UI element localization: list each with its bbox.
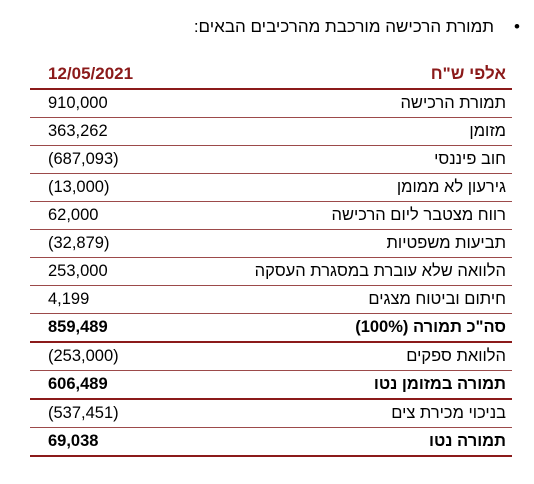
intro-text: תמורת הרכישה מורכבת מהרכיבים הבאים: <box>193 17 494 36</box>
table-row: תביעות משפטיות (32,879) <box>30 229 512 258</box>
table-body: תמורת הרכישה 910,000 מזומן 363,262 חוב פ… <box>30 89 512 457</box>
table-header-row: אלפי ש"ח 12/05/2021 <box>30 58 512 90</box>
row-label: סה"כ תמורה (100%) <box>182 313 512 343</box>
table-row: הלוואת ספקים (253,000) <box>30 342 512 371</box>
row-label: תביעות משפטיות <box>182 229 512 258</box>
table-row: רווח מצטבר ליום הרכישה 62,000 <box>30 201 512 230</box>
table-row: סה"כ תמורה (100%) 859,489 <box>30 313 512 343</box>
table-row: חוב פיננסי (687,093) <box>30 145 512 174</box>
row-value: 606,489 <box>30 370 182 400</box>
row-value: (537,451) <box>30 399 182 428</box>
row-value: (253,000) <box>30 342 182 371</box>
row-value: 910,000 <box>30 89 182 118</box>
row-label: חיתום וביטוח מצגים <box>182 285 512 314</box>
row-value: 363,262 <box>30 117 182 146</box>
row-label: תמורת הרכישה <box>182 89 512 118</box>
row-label: בניכוי מכירת צים <box>182 399 512 428</box>
row-label: חוב פיננסי <box>182 145 512 174</box>
row-value: 253,000 <box>30 257 182 286</box>
row-label: הלוואה שלא עוברת במסגרת העסקה <box>182 257 512 286</box>
row-value: 62,000 <box>30 201 182 230</box>
table-row: גירעון לא ממומן (13,000) <box>30 173 512 202</box>
table-row: בניכוי מכירת צים (537,451) <box>30 399 512 428</box>
row-label: תמורה נטו <box>182 427 512 457</box>
header-date: 12/05/2021 <box>30 58 182 90</box>
row-value: 4,199 <box>30 285 182 314</box>
consideration-table: אלפי ש"ח 12/05/2021 תמורת הרכישה 910,000… <box>30 58 512 457</box>
row-value: 69,038 <box>30 427 182 457</box>
intro-line: • תמורת הרכישה מורכבת מהרכיבים הבאים: <box>100 16 520 38</box>
row-label: גירעון לא ממומן <box>182 173 512 202</box>
row-label: הלוואת ספקים <box>182 342 512 371</box>
table-row: הלוואה שלא עוברת במסגרת העסקה 253,000 <box>30 257 512 286</box>
table-row: תמורת הרכישה 910,000 <box>30 89 512 118</box>
header-currency-label: אלפי ש"ח <box>182 58 512 90</box>
row-label: רווח מצטבר ליום הרכישה <box>182 201 512 230</box>
bullet-icon: • <box>514 17 520 36</box>
row-value: (687,093) <box>30 145 182 174</box>
row-value: (13,000) <box>30 173 182 202</box>
table-row: מזומן 363,262 <box>30 117 512 146</box>
table-row: תמורה נטו 69,038 <box>30 427 512 457</box>
table-row: חיתום וביטוח מצגים 4,199 <box>30 285 512 314</box>
table-row: תמורה במזומן נטו 606,489 <box>30 370 512 400</box>
row-label: תמורה במזומן נטו <box>182 370 512 400</box>
row-value: (32,879) <box>30 229 182 258</box>
row-value: 859,489 <box>30 313 182 343</box>
row-label: מזומן <box>182 117 512 146</box>
